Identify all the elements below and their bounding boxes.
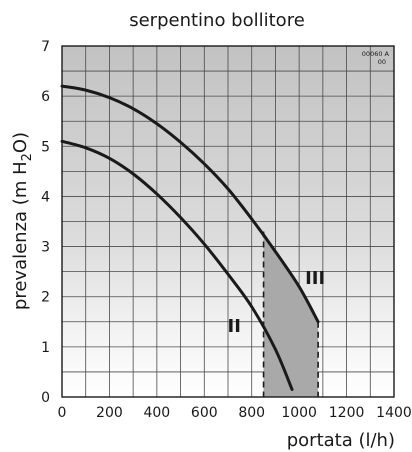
y-tick-label: 4	[41, 189, 50, 205]
code-label-1: 00060 A	[362, 50, 390, 58]
curve-II	[60, 139, 294, 391]
y-tick-label: 6	[41, 89, 50, 105]
curve-label-III: III	[305, 268, 325, 289]
x-axis-title: portata (l/h)	[287, 430, 395, 451]
y-tick-label: 7	[41, 39, 50, 55]
y-axis-title-main: prevalenza (m H	[10, 161, 31, 310]
curve-label-II: II	[228, 316, 241, 337]
x-tick-label: 400	[143, 405, 170, 421]
y-axis-title-end: O)	[10, 132, 31, 153]
code-label-2: 00	[378, 58, 386, 66]
y-tick-label: 3	[41, 240, 50, 256]
y-tick-label: 1	[41, 340, 50, 356]
x-tick-label: 800	[238, 405, 265, 421]
curve-III	[60, 84, 320, 324]
region-boundaries	[262, 231, 319, 397]
x-tick-label: 0	[58, 405, 67, 421]
plot-frame	[61, 45, 395, 398]
x-tick-label: 600	[191, 405, 218, 421]
x-tick-label: 1200	[329, 405, 365, 421]
x-tick-labels: 0 200 400 600 800 1000 1200 1400	[58, 405, 412, 421]
x-tick-label: 1000	[281, 405, 317, 421]
y-tick-label: 5	[41, 139, 50, 155]
y-axis-title: prevalenza (m H2O)	[10, 132, 35, 310]
grid-lines	[62, 46, 394, 397]
y-tick-labels: 0 1 2 3 4 5 6 7	[41, 39, 50, 406]
x-tick-label: 1400	[376, 405, 412, 421]
y-tick-label: 2	[41, 290, 50, 306]
x-tick-label: 200	[96, 405, 123, 421]
chart-title: serpentino bollitore	[129, 10, 305, 31]
y-axis-title-sub: 2	[20, 153, 35, 161]
y-tick-label: 0	[41, 390, 50, 406]
